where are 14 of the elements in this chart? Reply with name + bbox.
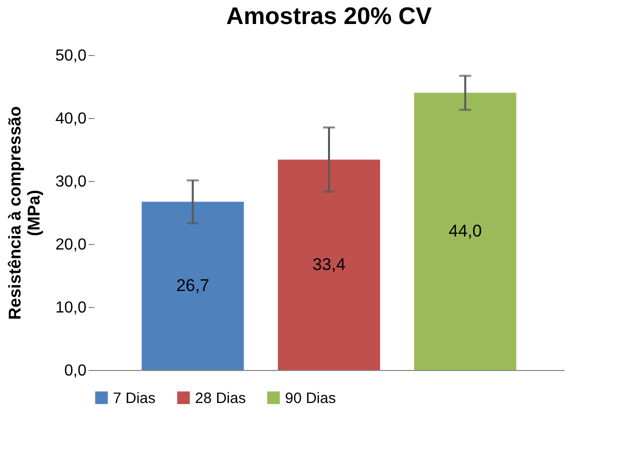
y-tick-label: 50,0 [55,48,87,64]
data-label: 26,7 [176,276,210,295]
y-tick-label: 20,0 [55,236,87,254]
chart-title: Amostras 20% CV [226,3,432,30]
y-tick-label: 30,0 [55,174,87,190]
y-tick-label: 0,0 [64,362,87,380]
legend-label: 7 Dias [113,390,156,407]
y-tick-label: 40,0 [55,110,87,128]
y-tick-label: 10,0 [55,300,87,316]
legend-label: 90 Dias [285,390,336,407]
legend-label: 28 Dias [195,390,246,407]
data-label: 44,0 [448,221,482,240]
data-label: 33,4 [312,254,346,274]
y-axis-title: Resistência à compressão (MPa) [5,106,44,320]
